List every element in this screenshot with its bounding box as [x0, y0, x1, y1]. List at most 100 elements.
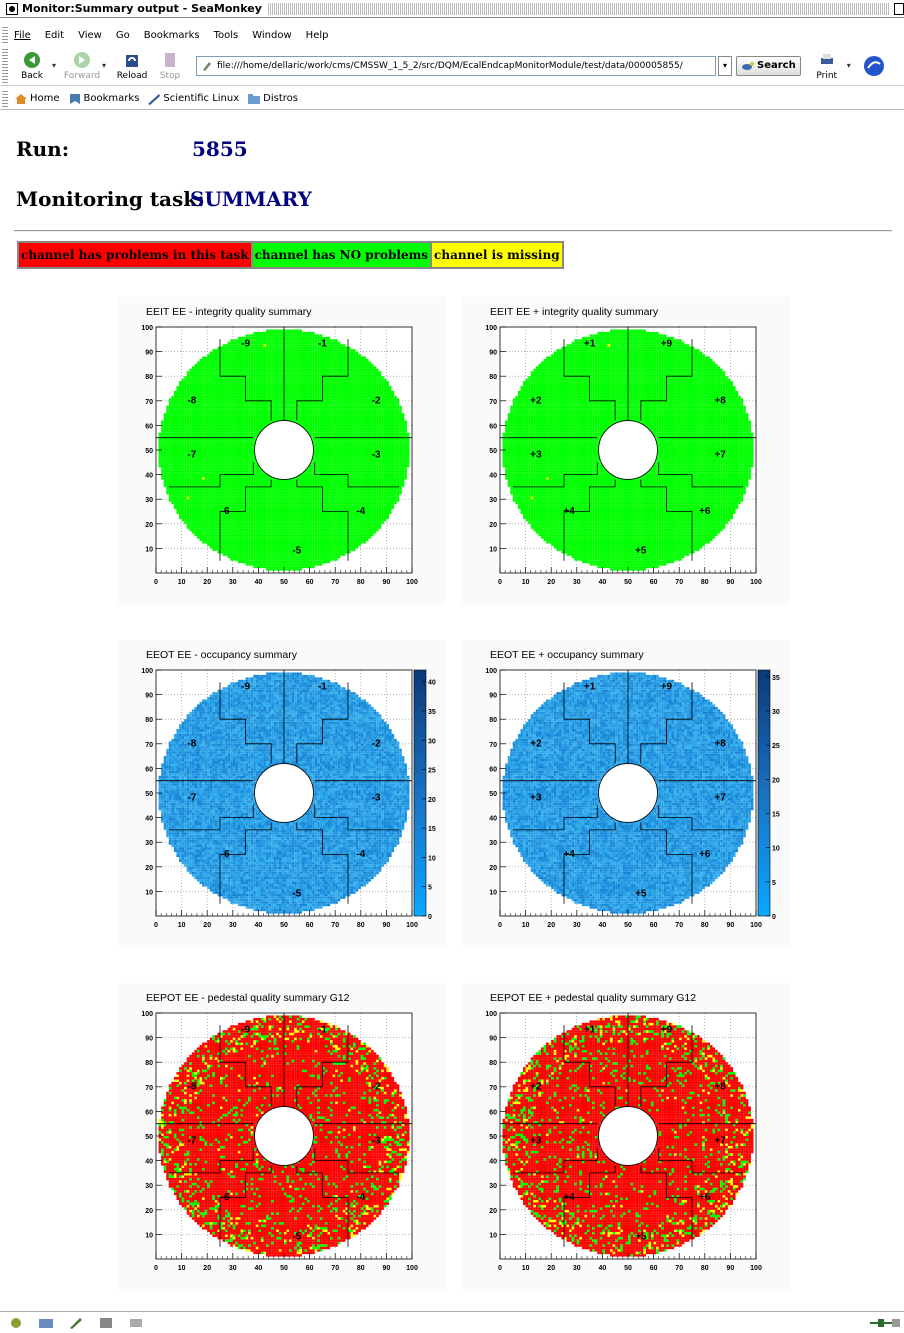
sector-label: -7 [187, 449, 196, 460]
search-label: Search [757, 60, 796, 71]
x-tick-label: 60 [650, 1265, 658, 1272]
menu-bookmarks[interactable]: Bookmarks [144, 30, 200, 41]
plot-pedestal-plus[interactable]: EEPOT EE + pedestal quality summary G12 +… [462, 983, 790, 1291]
menu-file[interactable]: File [14, 30, 31, 41]
search-icon [742, 61, 754, 70]
y-tick-label: 10 [145, 1232, 153, 1239]
z-tick-label: 15 [428, 826, 436, 833]
url-field[interactable]: file:///home/dellaric/work/cms/CMSSW_1_5… [196, 55, 716, 76]
y-tick-label: 60 [145, 423, 153, 430]
plot-occupancy-minus[interactable]: EEOT EE - occupancy summary -1 -2 -3 -4 -5 -6 -… [118, 640, 446, 948]
window-menu-button[interactable] [6, 2, 18, 15]
y-tick-label: 60 [489, 766, 497, 773]
address-book-icon[interactable] [98, 1316, 114, 1330]
plot-title: EEOT EE + occupancy summary [490, 649, 644, 661]
menu-view[interactable]: View [78, 30, 102, 41]
sector-label: -3 [372, 449, 381, 460]
bookmark-distros[interactable]: Distros [247, 93, 298, 105]
plot-pedestal-minus[interactable]: EEPOT EE - pedestal quality summary G12 -… [118, 983, 446, 1291]
sector-label: +4 [563, 506, 575, 517]
x-tick-label: 70 [675, 579, 683, 586]
irc-chat-icon[interactable] [128, 1316, 144, 1330]
x-tick-label: 80 [357, 922, 365, 929]
x-tick-label: 20 [203, 922, 211, 929]
menu-go[interactable]: Go [116, 30, 130, 41]
sector-label: +4 [563, 849, 575, 860]
y-tick-label: 40 [489, 816, 497, 823]
y-tick-label: 20 [145, 522, 153, 529]
y-tick-label: 10 [489, 546, 497, 553]
x-tick-label: 50 [280, 579, 288, 586]
y-tick-label: 20 [145, 865, 153, 872]
print-dropdown[interactable]: ▾ [847, 61, 855, 70]
y-tick-label: 100 [141, 668, 153, 675]
menu-edit[interactable]: Edit [45, 30, 64, 41]
y-tick-label: 80 [489, 1060, 497, 1067]
menu-help[interactable]: Help [306, 30, 329, 41]
bookmarks-button[interactable]: Bookmarks [68, 93, 139, 105]
sector-label: -2 [372, 738, 381, 749]
forward-history-dropdown[interactable]: ▾ [102, 61, 110, 70]
back-history-dropdown[interactable]: ▾ [52, 61, 60, 70]
url-history-dropdown[interactable]: ▾ [718, 55, 732, 76]
mail-icon[interactable] [38, 1316, 54, 1330]
folder-icon [248, 93, 261, 104]
composer-icon[interactable] [68, 1316, 84, 1330]
forward-label: Forward [64, 71, 100, 81]
z-tick-label: 30 [428, 738, 436, 745]
plot-integrity-minus[interactable]: EEIT EE - integrity quality summary -1 -2 -… [118, 297, 446, 605]
heatmap-svg: EEPOT EE + pedestal quality summary G12 +… [462, 983, 790, 1291]
seamonkey-throbber-icon[interactable] [863, 55, 885, 77]
toolbar-grip-icon[interactable] [2, 90, 8, 107]
plot-title: EEPOT EE - pedestal quality summary G12 [146, 992, 350, 1004]
search-button[interactable]: Search [736, 55, 801, 76]
print-button[interactable]: Print [809, 51, 845, 81]
online-status-icon[interactable] [870, 1316, 892, 1330]
plot-occupancy-plus[interactable]: EEOT EE + occupancy summary +9 +8 +7 +6 +5 +4 +… [462, 640, 790, 948]
x-tick-label: 100 [750, 1265, 762, 1272]
x-tick-label: 50 [624, 922, 632, 929]
menu-window[interactable]: Window [252, 30, 291, 41]
sector-label: -8 [187, 738, 196, 749]
toolbar-grip-icon[interactable] [2, 27, 8, 43]
forward-button[interactable]: Forward [64, 51, 100, 81]
title-bar-drag-area[interactable] [267, 2, 890, 15]
reload-button[interactable]: Reload [114, 51, 150, 81]
x-tick-label: 40 [255, 579, 263, 586]
security-icon[interactable] [892, 1316, 900, 1330]
sector-label: -3 [372, 792, 381, 803]
x-tick-label: 40 [599, 922, 607, 929]
sector-label: +7 [714, 792, 726, 803]
stop-button[interactable]: Stop [152, 51, 188, 81]
x-tick-label: 10 [178, 1265, 186, 1272]
scientific-linux-icon [148, 93, 161, 105]
bookmark-scientific-linux[interactable]: Scientific Linux [147, 93, 239, 105]
menu-tools[interactable]: Tools [214, 30, 239, 41]
sector-label: -4 [356, 849, 365, 860]
navigator-icon[interactable] [8, 1316, 24, 1330]
home-button[interactable]: Home [14, 93, 60, 105]
sector-label: +4 [563, 1192, 575, 1203]
y-tick-label: 80 [145, 1060, 153, 1067]
forward-arrow-icon [74, 51, 90, 68]
sector-label: -6 [221, 849, 230, 860]
sector-label: +1 [584, 1025, 596, 1036]
sector-label: +1 [584, 682, 596, 693]
back-button[interactable]: Back [14, 51, 50, 81]
home-icon [15, 93, 27, 104]
toolbar-grip-icon[interactable] [2, 48, 8, 83]
back-label: Back [21, 71, 43, 81]
y-tick-label: 50 [489, 448, 497, 455]
x-tick-label: 60 [650, 922, 658, 929]
x-tick-label: 90 [383, 1265, 391, 1272]
window-control-button[interactable] [894, 2, 904, 15]
y-tick-label: 30 [145, 1183, 153, 1190]
horizontal-rule [14, 230, 892, 232]
scientific-linux-label: Scientific Linux [163, 93, 239, 104]
y-tick-label: 30 [489, 1183, 497, 1190]
plot-integrity-plus[interactable]: EEIT EE + integrity quality summary +9 +8 +… [462, 297, 790, 605]
y-tick-label: 80 [145, 374, 153, 381]
x-tick-label: 90 [727, 1265, 735, 1272]
reload-icon [126, 54, 138, 67]
task-value: SUMMARY [190, 187, 312, 211]
